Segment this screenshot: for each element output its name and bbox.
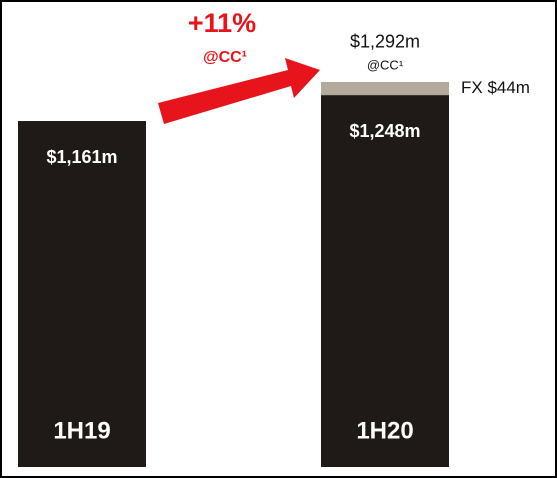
growth-note: @CC¹ bbox=[203, 49, 247, 66]
bar-segment bbox=[321, 81, 449, 96]
growth-arrow bbox=[158, 58, 320, 124]
growth-label: +11% bbox=[188, 8, 256, 38]
bar-segment bbox=[321, 95, 449, 467]
value-label: $1,161m bbox=[46, 147, 117, 167]
value-label: $1,248m bbox=[349, 121, 420, 141]
total-label: $1,292m bbox=[350, 32, 420, 52]
total-note: @CC¹ bbox=[367, 57, 404, 72]
bar-segment bbox=[18, 121, 146, 467]
category-label: 1H19 bbox=[53, 417, 110, 444]
value-label: FX $44m bbox=[461, 78, 530, 97]
category-label: 1H20 bbox=[356, 417, 413, 444]
